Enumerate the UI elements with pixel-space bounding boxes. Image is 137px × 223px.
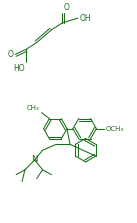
Text: OCH₃: OCH₃ [105, 126, 123, 132]
Text: CH₃: CH₃ [27, 105, 40, 111]
Text: O: O [7, 50, 13, 59]
Text: N: N [32, 155, 38, 165]
Text: OH: OH [80, 14, 91, 23]
Text: HO: HO [13, 64, 25, 73]
Text: O: O [64, 3, 70, 12]
